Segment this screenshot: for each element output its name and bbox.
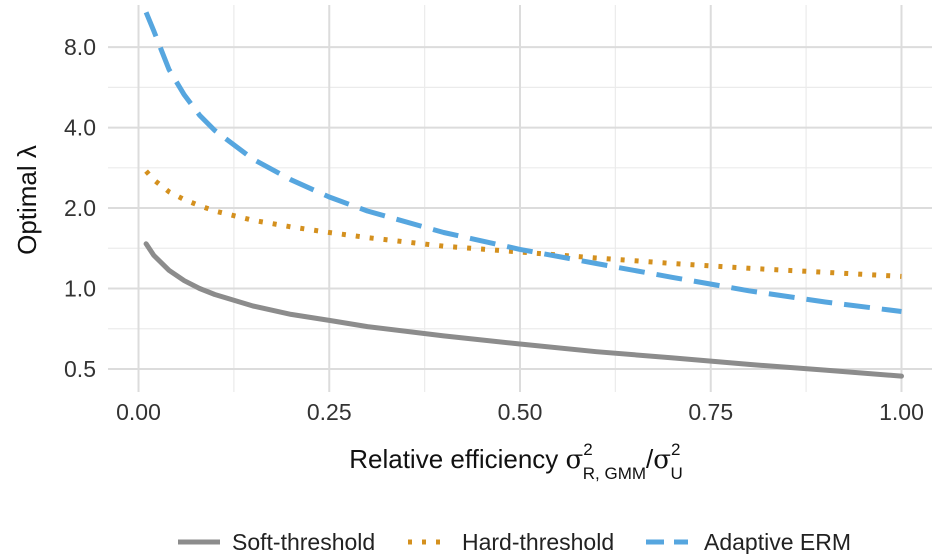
x-axis-title-num-sup: 2	[583, 440, 592, 459]
x-axis-title-den-sub: U	[670, 464, 682, 483]
y-tick-label: 4.0	[64, 115, 96, 141]
x-axis-title-num-sub: R, GMM	[583, 464, 646, 483]
y-axis-tick-labels: 0.5 1.0 2.0 4.0 8.0	[64, 34, 96, 382]
series-line-soft-threshold	[143, 241, 904, 379]
series-line-adaptive-erm	[143, 11, 902, 314]
x-tick-label: 0.50	[498, 399, 543, 425]
x-axis-title-den-symbol: σ	[653, 445, 671, 475]
x-axis-title-slash: /	[646, 444, 654, 474]
y-axis-title: Optimal λ	[12, 145, 42, 255]
legend-label-adaptive-erm: Adaptive ERM	[704, 529, 851, 554]
x-tick-label: 0.00	[116, 399, 161, 425]
y-tick-label: 2.0	[64, 195, 96, 221]
x-axis-title-num-symbol: σ	[566, 445, 584, 475]
y-tick-label: 1.0	[64, 276, 96, 302]
x-axis-title: Relative efficiency σ2 R, GMM/σ2 U	[349, 440, 683, 483]
y-tick-label: 0.5	[64, 356, 96, 382]
series-line-hard-threshold	[144, 169, 902, 279]
x-axis-title-prefix: Relative efficiency	[349, 444, 565, 474]
legend-label-hard-threshold: Hard-threshold	[462, 529, 614, 554]
x-tick-label: 1.00	[879, 399, 924, 425]
x-tick-label: 0.25	[307, 399, 352, 425]
series-lines	[143, 11, 904, 379]
y-tick-label: 8.0	[64, 34, 96, 60]
legend: Soft-threshold Hard-threshold Adaptive E…	[178, 529, 851, 555]
x-axis-title-den-sup: 2	[671, 440, 680, 459]
grid-lines	[108, 5, 932, 392]
x-axis-tick-labels: 0.00 0.25 0.50 0.75 1.00	[116, 399, 924, 425]
legend-label-soft-threshold: Soft-threshold	[232, 529, 375, 554]
x-tick-label: 0.75	[688, 399, 733, 425]
